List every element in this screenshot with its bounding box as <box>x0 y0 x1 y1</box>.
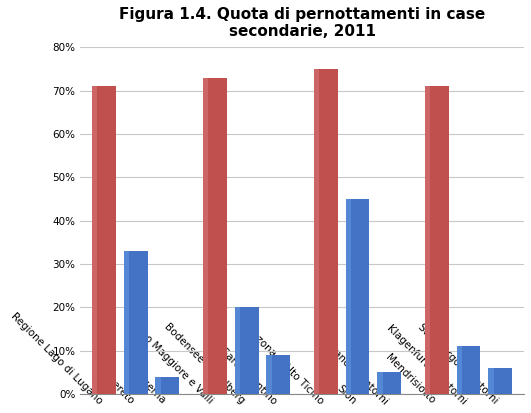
Bar <box>489 368 512 394</box>
Title: Figura 1.4. Quota di pernottamenti in case
secondarie, 2011: Figura 1.4. Quota di pernottamenti in ca… <box>119 7 485 39</box>
Bar <box>235 307 240 394</box>
Bar <box>203 78 208 394</box>
Bar <box>457 347 462 394</box>
Bar <box>378 373 401 394</box>
Bar <box>267 355 272 394</box>
Bar <box>124 251 129 394</box>
Bar <box>425 86 449 394</box>
Bar <box>92 86 97 394</box>
Bar <box>314 69 319 394</box>
Bar <box>346 199 370 394</box>
Bar <box>314 69 338 394</box>
Bar <box>425 86 430 394</box>
Bar <box>92 86 116 394</box>
Bar <box>378 373 383 394</box>
Bar <box>346 199 351 394</box>
Bar <box>124 251 148 394</box>
Bar <box>156 377 179 394</box>
Bar <box>235 307 259 394</box>
Bar <box>203 78 227 394</box>
Bar <box>457 347 481 394</box>
Bar <box>156 377 161 394</box>
Bar <box>267 355 290 394</box>
Bar <box>489 368 494 394</box>
